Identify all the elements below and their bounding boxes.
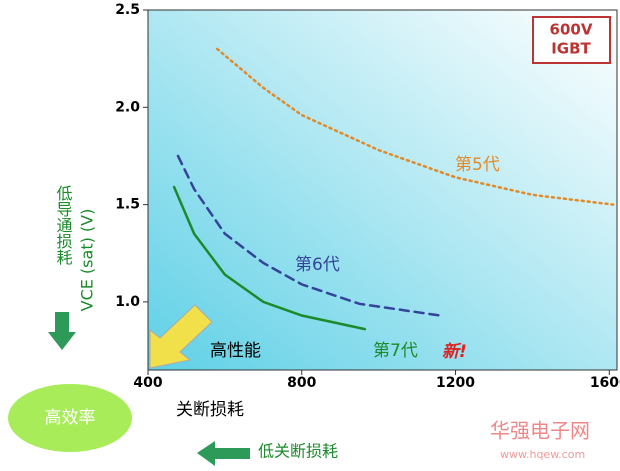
series-line [215, 47, 615, 206]
x-tick-label: 400 [133, 375, 162, 391]
annotation: 新! [442, 342, 467, 362]
y-axis-label: VCE (sat) (V) [78, 209, 97, 312]
x-tick-label: 800 [287, 375, 316, 391]
y-tick-label: 2.0 [115, 99, 140, 115]
series-label: 第7代 [373, 341, 418, 361]
ellipse [8, 384, 132, 452]
watermark: www.hqew.com [500, 448, 585, 461]
series-line [176, 154, 442, 317]
x-tick-label: 1600 [590, 375, 620, 391]
arrow [197, 441, 250, 466]
box-label: 600V [550, 21, 593, 39]
annotation: 低导通损耗 [54, 185, 73, 266]
x-tick-label: 1200 [436, 375, 475, 391]
annotation: 高效率 [45, 408, 96, 428]
arrow [48, 312, 76, 350]
label-box [532, 16, 611, 64]
arrow [149, 304, 213, 369]
x-axis-label: 关断损耗 [176, 400, 244, 420]
watermark: 华强电子网 [490, 419, 590, 443]
series-label: 第6代 [295, 255, 340, 275]
plot-area [147, 9, 618, 371]
box-label: IGBT [551, 40, 591, 58]
annotation: 低关断损耗 [258, 442, 338, 461]
y-tick-label: 1.0 [115, 294, 140, 310]
series-line [172, 185, 367, 331]
series-label: 第5代 [455, 155, 500, 175]
y-tick-label: 2.5 [115, 2, 140, 18]
y-tick-label: 1.5 [115, 197, 140, 213]
annotation: 高性能 [210, 341, 261, 361]
